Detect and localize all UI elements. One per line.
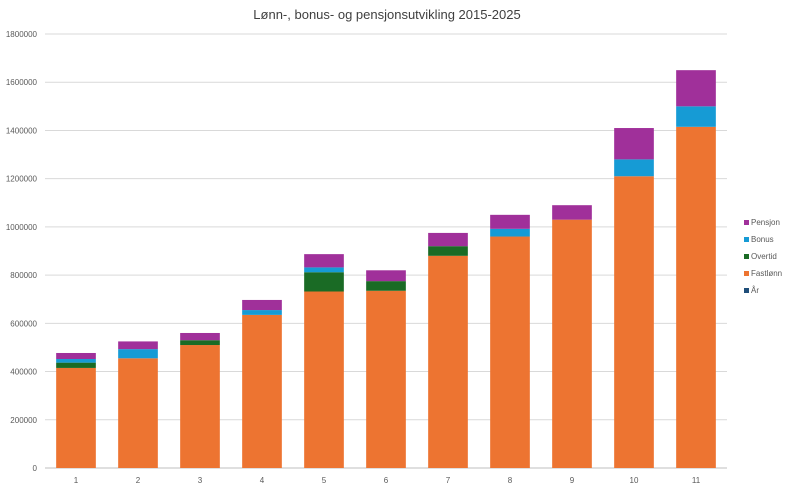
x-tick-label: 2 (136, 476, 141, 485)
bar-segment-pensjon (56, 352, 96, 360)
bar-segment-fastlønn (428, 255, 468, 468)
bar-segment-pensjon (118, 341, 158, 350)
x-tick-label: 1 (74, 476, 79, 485)
legend-swatch (744, 237, 749, 242)
y-tick-label: 1000000 (6, 223, 38, 232)
bar-segment-fastlønn (56, 367, 96, 468)
x-tick-label: 3 (198, 476, 203, 485)
legend: Pensjon Bonus Overtid Fastlønn År (744, 218, 782, 295)
bar-segment-bonus (304, 267, 344, 273)
y-tick-label: 1800000 (6, 30, 38, 39)
bar-segment-bonus (118, 349, 158, 359)
x-tick-label: 9 (570, 476, 575, 485)
bar-segment-fastlønn (118, 358, 158, 468)
y-tick-label: 1200000 (6, 175, 38, 184)
legend-label: År (751, 286, 759, 295)
bar-segment-bonus (676, 106, 716, 127)
x-tick-label: 7 (446, 476, 451, 485)
legend-label: Pensjon (751, 218, 780, 227)
x-tick-label: 11 (692, 476, 701, 485)
bar-segment-pensjon (490, 214, 530, 229)
legend-swatch (744, 271, 749, 276)
x-tick-label: 4 (260, 476, 265, 485)
bar-segment-pensjon (304, 254, 344, 268)
bar-segment-pensjon (676, 70, 716, 107)
y-tick-label: 200000 (10, 416, 37, 425)
x-tick-label: 10 (630, 476, 639, 485)
bar-segment-pensjon (242, 299, 282, 311)
y-tick-label: 1400000 (6, 126, 38, 135)
bar-segment-fastlønn (676, 126, 716, 469)
bar-segment-bonus (490, 228, 530, 237)
bar-segment-pensjon (428, 232, 468, 247)
bar-segment-fastlønn (552, 219, 592, 468)
bar-segment-fastlønn (180, 345, 220, 468)
bars (56, 70, 716, 469)
y-tick-label: 1600000 (6, 78, 38, 87)
bar-segment-overtid (304, 272, 344, 292)
bar-segment-bonus (242, 310, 282, 315)
x-axis-tick-labels: 1 2 3 4 5 6 7 8 9 10 11 (74, 476, 701, 485)
bar-segment-fastlønn (242, 314, 282, 468)
bar-segment-fastlønn (490, 236, 530, 468)
legend-label: Overtid (751, 252, 777, 261)
bar-segment-overtid (428, 246, 468, 256)
y-tick-label: 400000 (10, 368, 37, 377)
legend-label: Bonus (751, 235, 774, 244)
y-tick-label: 800000 (10, 271, 37, 280)
y-tick-label: 600000 (10, 319, 37, 328)
bar-segment-pensjon (180, 332, 220, 341)
legend-swatch (744, 254, 749, 259)
x-tick-label: 6 (384, 476, 389, 485)
bar-segment-overtid (180, 340, 220, 346)
bar-segment-pensjon (366, 270, 406, 282)
bar-segment-overtid (56, 362, 96, 368)
bar-segment-overtid (366, 281, 406, 291)
bar-segment-fastlønn (304, 291, 344, 468)
y-axis-tick-labels: 0 200000 400000 600000 800000 1000000 1200000 1… (6, 30, 38, 473)
x-tick-label: 5 (322, 476, 327, 485)
legend-swatch (744, 220, 749, 225)
x-tick-label: 8 (508, 476, 513, 485)
chart-title: Lønn-, bonus- og pensjonsutvikling 2015-… (253, 7, 520, 22)
bar-segment-fastlønn (614, 176, 654, 468)
bar-segment-bonus (614, 159, 654, 177)
bar-segment-fastlønn (366, 290, 406, 468)
legend-label: Fastlønn (751, 269, 782, 278)
bar-segment-pensjon (614, 128, 654, 160)
bar-segment-pensjon (552, 205, 592, 220)
y-tick-label: 0 (33, 464, 38, 473)
bar-segment-bonus (56, 359, 96, 363)
legend-swatch (744, 288, 749, 293)
